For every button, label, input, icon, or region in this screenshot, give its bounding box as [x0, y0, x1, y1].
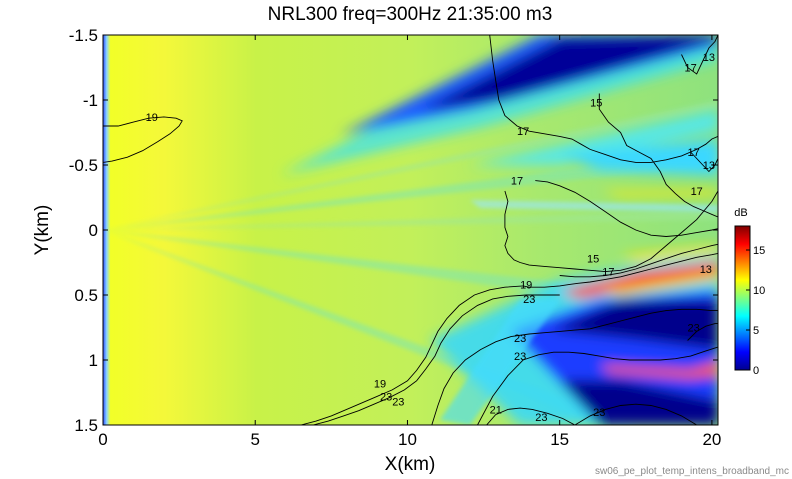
- x-tick-label: 15: [550, 430, 569, 449]
- contour-line-17: [489, 35, 718, 163]
- colorbar-tick-label: 10: [753, 285, 765, 297]
- contour-label: 17: [691, 186, 703, 198]
- x-axis-label: X(km): [385, 454, 436, 475]
- colorbar-tick-label: 15: [753, 245, 765, 257]
- contour-line-19: [523, 252, 718, 288]
- contour-label: 23: [688, 323, 700, 335]
- contour-label: 17: [688, 147, 700, 159]
- contour-label: 23: [392, 397, 404, 409]
- y-axis: -1.5 -1 -0.5 0 0.5 1 1.5: [69, 26, 718, 435]
- contour-line-17: [504, 190, 718, 273]
- y-tick-label: -0.5: [69, 156, 98, 175]
- y-axis-label: Y(km): [32, 205, 53, 256]
- contour-label: 13: [703, 52, 715, 64]
- contour-label: 17: [517, 126, 529, 138]
- contour-label: 15: [587, 254, 599, 266]
- contour-line-23: [431, 308, 718, 425]
- colorbar: dB 0 5 10 15: [734, 207, 765, 377]
- lower-beam: [430, 188, 718, 425]
- contour-label: 13: [703, 160, 715, 172]
- y-tick-label: 0.5: [74, 286, 98, 305]
- contour-label: 23: [523, 294, 535, 306]
- contour-line-15: [598, 93, 718, 218]
- contour-label: 19: [374, 378, 386, 390]
- contour-label: 19: [520, 280, 532, 292]
- contour-label: 23: [380, 391, 392, 403]
- x-tick-label: 20: [702, 430, 721, 449]
- contour-line-13: [681, 35, 718, 75]
- colorbar-tick-label: 5: [753, 325, 759, 337]
- y-tick-label: -1.5: [69, 26, 98, 45]
- contour-label: 23: [514, 351, 526, 363]
- contour-line-23: [574, 403, 697, 425]
- contour-line-19: [300, 285, 524, 425]
- colorbar-gradient: [734, 225, 751, 371]
- mid-streaks: [440, 200, 718, 425]
- contour-lines: [103, 35, 718, 425]
- footer-caption: sw06_pe_plot_temp_intens_broadband_mc: [595, 466, 789, 477]
- x-tick-label: 0: [98, 430, 107, 449]
- y-tick-label: 0: [89, 221, 98, 240]
- x-tick-label: 10: [398, 430, 417, 449]
- y-tick-label: 1.5: [74, 416, 98, 435]
- contour-label: 23: [535, 412, 547, 424]
- contour-line-15: [559, 243, 718, 278]
- upper-beam: [280, 35, 718, 175]
- x-axis: 0 5 10 15 20: [98, 35, 721, 449]
- contour-line-23: [312, 294, 560, 425]
- colorbar-tick-label: 0: [753, 365, 759, 377]
- contour-label: 23: [514, 333, 526, 345]
- contour-label: 17: [511, 176, 523, 188]
- y-tick-label: -1: [83, 91, 98, 110]
- contour-label: 17: [602, 267, 614, 279]
- contour-line-23: [687, 323, 718, 341]
- contour-line-23: [486, 407, 576, 425]
- contour-label: 21: [490, 404, 502, 416]
- contour-line-19: [103, 116, 183, 163]
- contour-line-23: [477, 346, 718, 425]
- contour-label: 13: [700, 264, 712, 276]
- contour-label: 17: [684, 63, 696, 75]
- contour-label: 19: [146, 112, 158, 124]
- x-tick-label: 5: [250, 430, 259, 449]
- colorbar-label: dB: [734, 207, 747, 219]
- contour-line-17: [535, 180, 718, 237]
- contour-label: 15: [590, 98, 602, 110]
- contour-line-13: [690, 151, 718, 173]
- colorbar-ticks: 0 5 10 15: [746, 245, 765, 377]
- y-tick-label: 1: [89, 351, 98, 370]
- chart-title: NRL300 freq=300Hz 21:35:00 m3: [268, 4, 553, 25]
- contour-label: 23: [593, 407, 605, 419]
- intensity-field: [103, 35, 718, 425]
